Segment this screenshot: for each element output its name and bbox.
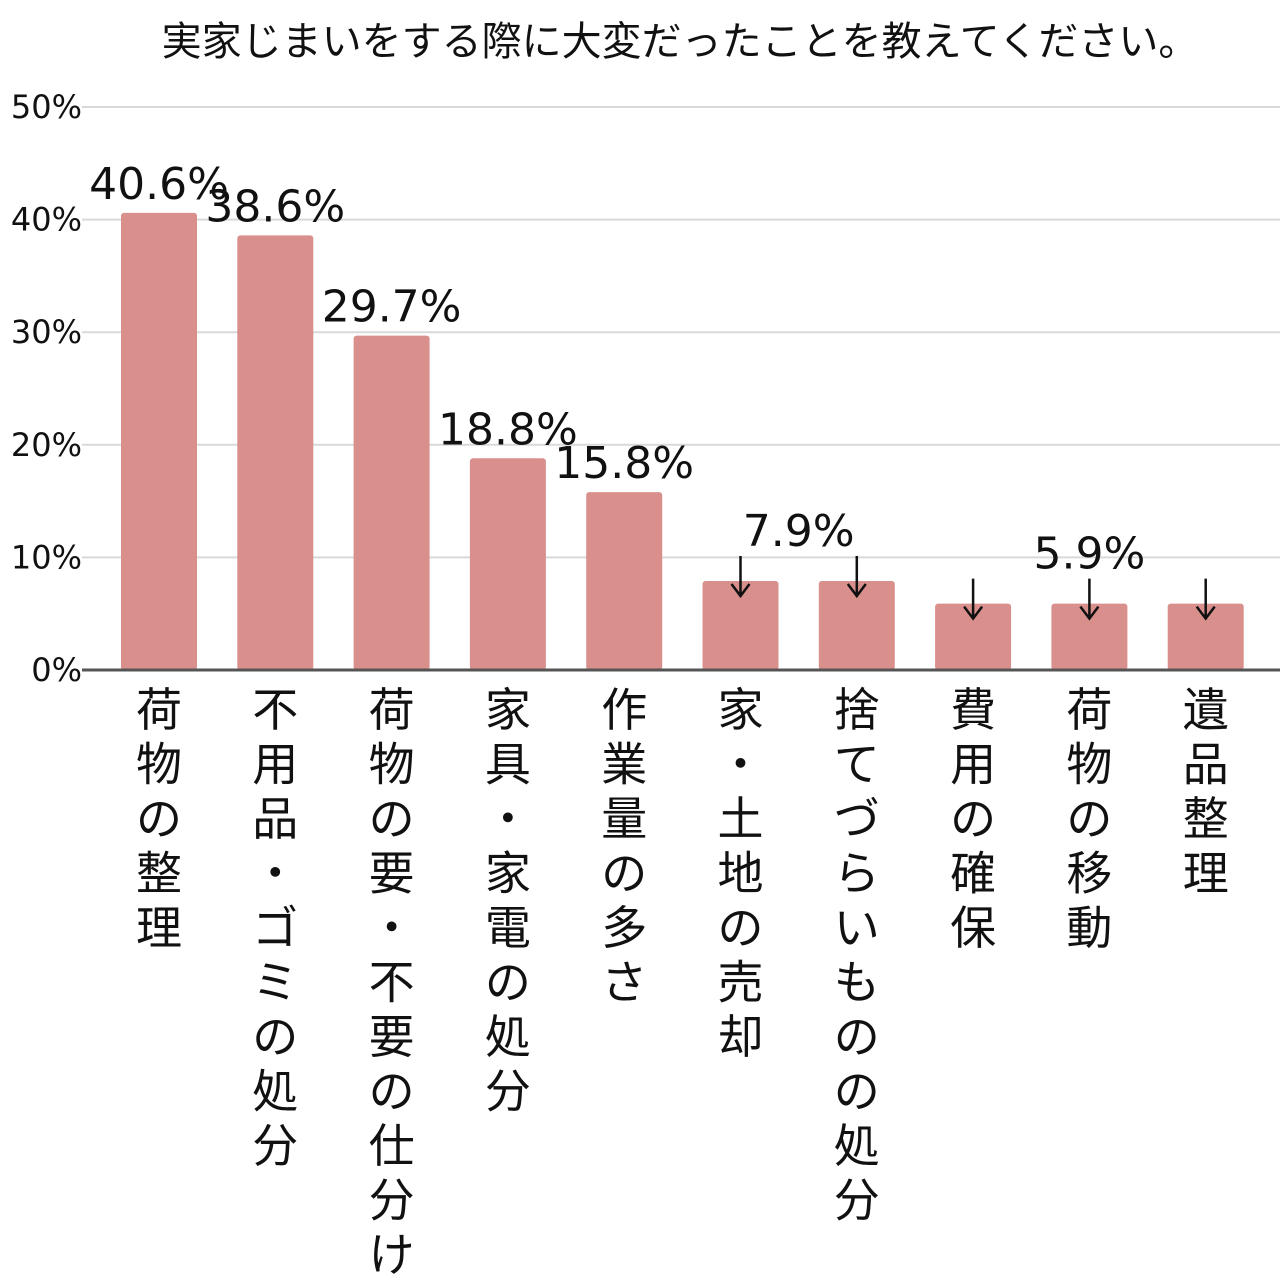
data-labels: 40.6%38.6% 29.7% 18.8%15.8% 7.9% 5.9%: [89, 159, 1216, 621]
data-label: 7.9%: [743, 506, 855, 557]
x-category-label: 作業量の多さ: [601, 683, 647, 1010]
bar: [121, 212, 197, 670]
data-label: 15.8%: [554, 438, 694, 489]
data-label: 38.6%: [205, 181, 345, 232]
bar: [935, 603, 1012, 670]
x-category-label: 荷物の移動: [1066, 683, 1112, 955]
bar: [818, 581, 895, 670]
x-category-label: 荷物の要・不要の仕分け: [369, 683, 415, 1280]
x-axis-categories: 荷物の整理 不用品・ゴミの処分 荷物の要・不要の仕分け 家具・家電の処分 作業量の多さ 家…: [136, 683, 1229, 1280]
x-category-label: 不用品・ゴミの処分: [252, 683, 298, 1173]
y-axis-ticks: 0% 10% 20% 30% 40% 50%: [11, 88, 82, 689]
data-label: 29.7%: [322, 282, 462, 333]
bar: [469, 458, 546, 670]
arrow-icon: [846, 556, 867, 599]
data-label: 5.9%: [1034, 529, 1146, 580]
bar: [586, 492, 663, 670]
bar: [353, 335, 430, 670]
bars: [121, 212, 1244, 670]
x-category-label: 費用の確保: [950, 683, 996, 955]
arrow-icon: [963, 578, 984, 621]
chart-title: 実家じまいをする際に大変だったことを教えてください。: [162, 19, 1199, 65]
y-tick-label: 20%: [11, 426, 82, 464]
bar: [237, 235, 314, 670]
bar: [1051, 603, 1128, 670]
x-category-label: 捨てづらいものの処分: [834, 683, 880, 1228]
y-tick-label: 0%: [31, 651, 82, 689]
arrow-icon: [1079, 578, 1100, 621]
x-category-label: 荷物の整理: [136, 683, 182, 955]
bar: [702, 581, 779, 670]
data-label: 18.8%: [438, 404, 578, 455]
bar: [1167, 603, 1244, 670]
x-category-label: 家・土地の売却: [718, 683, 764, 1064]
arrow-icon: [730, 556, 751, 599]
arrow-icon: [1195, 578, 1216, 621]
x-category-label: 家具・家電の処分: [485, 683, 531, 1119]
x-category-label: 遺品整理: [1183, 683, 1229, 901]
y-tick-label: 10%: [11, 538, 82, 576]
y-tick-label: 30%: [11, 313, 82, 351]
y-tick-label: 40%: [11, 201, 82, 239]
y-tick-label: 50%: [11, 88, 82, 126]
data-label: 40.6%: [89, 159, 229, 210]
